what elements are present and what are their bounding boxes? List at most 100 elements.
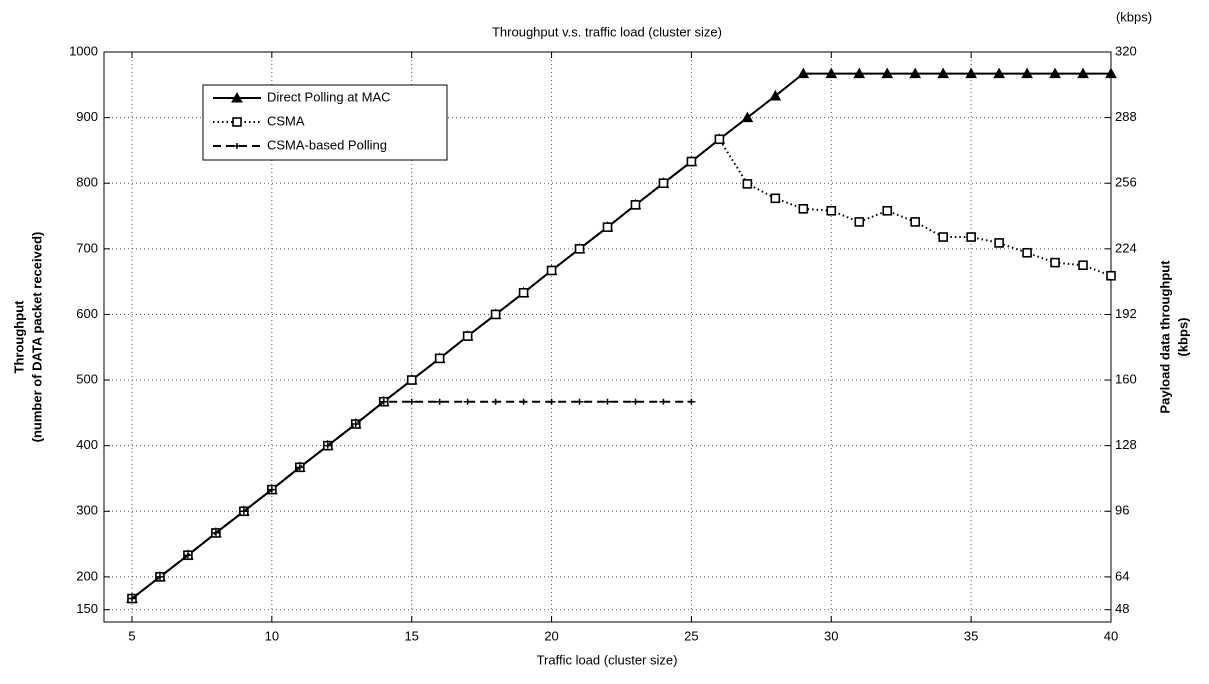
marker bbox=[379, 398, 388, 405]
chart-title: Throughput v.s. traffic load (cluster si… bbox=[492, 24, 722, 39]
y2-axis-label-line: Payload data throughput bbox=[1157, 260, 1172, 414]
marker bbox=[491, 398, 500, 405]
y2-tick-label: 288 bbox=[1115, 109, 1137, 124]
marker bbox=[231, 91, 243, 103]
marker bbox=[602, 222, 613, 232]
marker bbox=[994, 238, 1004, 248]
y2-tick-label: 192 bbox=[1115, 306, 1137, 321]
y2-tick-label: 96 bbox=[1115, 503, 1129, 518]
marker bbox=[1021, 67, 1033, 79]
y2-tick-label: 160 bbox=[1115, 371, 1137, 386]
y-tick-label: 500 bbox=[76, 371, 98, 386]
x-tick-label: 15 bbox=[404, 628, 418, 643]
x-tick-label: 35 bbox=[964, 628, 978, 643]
marker bbox=[406, 375, 417, 385]
marker bbox=[741, 111, 754, 123]
y2-axis-label: Payload data throughput (kbps) bbox=[1157, 260, 1190, 414]
y2-tick-label: 224 bbox=[1115, 240, 1137, 255]
marker bbox=[233, 143, 241, 149]
y-tick-label: 600 bbox=[76, 306, 98, 321]
marker bbox=[714, 134, 725, 145]
marker bbox=[687, 398, 696, 405]
marker bbox=[127, 595, 136, 602]
marker bbox=[435, 398, 444, 405]
y-axis-label: Throughput (number of DATA packet receiv… bbox=[11, 232, 44, 443]
marker bbox=[910, 217, 920, 227]
x-tick-label: 10 bbox=[265, 628, 279, 643]
marker bbox=[769, 89, 782, 101]
marker bbox=[658, 178, 669, 189]
marker bbox=[826, 205, 837, 216]
marker bbox=[1105, 67, 1117, 79]
y-axis-label-line: Throughput bbox=[11, 300, 26, 374]
marker bbox=[797, 67, 810, 79]
marker bbox=[519, 398, 528, 405]
marker bbox=[686, 156, 697, 167]
marker bbox=[1022, 247, 1032, 258]
marker bbox=[490, 309, 501, 320]
marker bbox=[993, 67, 1005, 79]
marker bbox=[881, 67, 894, 79]
y-tick-label: 800 bbox=[76, 175, 98, 190]
marker bbox=[239, 508, 248, 515]
marker bbox=[295, 464, 304, 471]
legend-box bbox=[202, 84, 448, 161]
y2-axis-label-line: (kbps) bbox=[1175, 318, 1190, 357]
marker bbox=[463, 398, 472, 405]
y-tick-label: 300 bbox=[76, 503, 98, 518]
marker bbox=[909, 67, 922, 79]
marker bbox=[798, 204, 809, 214]
marker bbox=[547, 398, 556, 405]
x-tick-label: 25 bbox=[684, 628, 698, 643]
marker bbox=[659, 398, 668, 405]
y2-unit: (kbps) bbox=[1116, 9, 1152, 24]
y2-tick-label: 48 bbox=[1115, 601, 1129, 616]
marker bbox=[1077, 67, 1089, 79]
marker bbox=[323, 442, 332, 449]
marker bbox=[742, 179, 753, 189]
marker bbox=[574, 244, 585, 254]
marker bbox=[966, 232, 976, 242]
marker bbox=[434, 353, 445, 364]
y2-tick-label: 320 bbox=[1115, 43, 1137, 58]
marker bbox=[631, 398, 640, 405]
legend-label: CSMA-based Polling bbox=[267, 137, 387, 152]
legend-label: Direct Polling at MAC bbox=[267, 89, 391, 104]
y-axis-label-line: (number of DATA packet received) bbox=[29, 232, 44, 443]
marker bbox=[1050, 257, 1060, 268]
marker bbox=[938, 232, 948, 242]
legend-label: CSMA bbox=[267, 113, 305, 128]
marker bbox=[1049, 67, 1061, 79]
marker bbox=[882, 205, 893, 216]
y2-tick-label: 64 bbox=[1115, 568, 1129, 583]
marker bbox=[853, 67, 866, 79]
marker bbox=[1106, 270, 1116, 281]
marker bbox=[518, 287, 529, 298]
marker bbox=[825, 67, 838, 79]
marker bbox=[603, 398, 612, 405]
y-tick-label: 400 bbox=[76, 437, 98, 452]
marker bbox=[937, 67, 950, 79]
x-tick-label: 40 bbox=[1104, 628, 1118, 643]
marker bbox=[407, 398, 416, 405]
marker bbox=[770, 193, 781, 204]
marker bbox=[854, 217, 865, 227]
marker bbox=[351, 421, 360, 428]
x-tick-label: 5 bbox=[128, 628, 135, 643]
marker bbox=[211, 529, 220, 536]
marker bbox=[546, 265, 557, 276]
marker bbox=[232, 117, 242, 127]
y-tick-label: 1000 bbox=[69, 43, 98, 58]
y-tick-label: 900 bbox=[76, 109, 98, 124]
y-tick-label: 200 bbox=[76, 568, 98, 583]
marker bbox=[155, 573, 164, 580]
series-line bbox=[131, 400, 692, 600]
marker bbox=[462, 331, 473, 341]
marker bbox=[183, 552, 192, 559]
marker bbox=[575, 398, 584, 405]
plot-frame bbox=[103, 51, 1112, 623]
y2-tick-label: 256 bbox=[1115, 175, 1137, 190]
marker bbox=[1078, 260, 1088, 271]
y-tick-label: 700 bbox=[76, 240, 98, 255]
